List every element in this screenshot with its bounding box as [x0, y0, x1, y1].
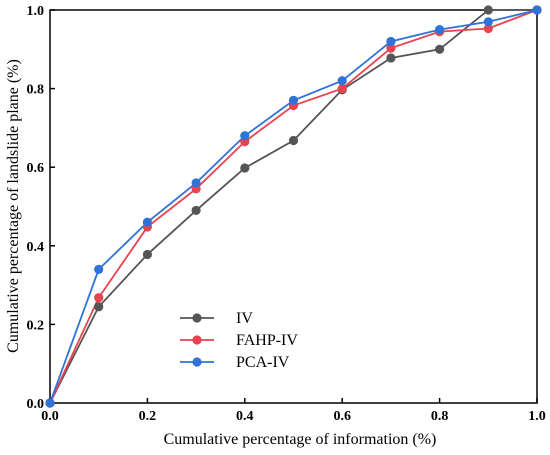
- data-point: [483, 5, 493, 15]
- x-axis-label: Cumulative percentage of information (%): [164, 431, 437, 448]
- x-tick-label: 0.0: [41, 409, 59, 424]
- data-point: [483, 23, 493, 34]
- data-point: [483, 17, 493, 27]
- x-tick-label: 0.8: [431, 409, 449, 424]
- y-tick-label: 0.8: [27, 83, 45, 98]
- y-tick-label: 0.6: [27, 161, 45, 176]
- data-point: [142, 217, 152, 227]
- y-tick-label: 0.4: [27, 240, 45, 255]
- data-point: [94, 293, 104, 303]
- y-tick-label: 1.0: [27, 4, 45, 19]
- data-point: [386, 36, 396, 47]
- x-tick-label: 0.2: [139, 409, 157, 424]
- legend-label: PCA-IV: [236, 354, 290, 371]
- data-point: [435, 44, 445, 54]
- data-point: [191, 178, 201, 188]
- data-point: [94, 302, 104, 312]
- data-point: [240, 163, 250, 173]
- y-tick-label: 0.2: [27, 318, 45, 333]
- data-point: [386, 43, 396, 53]
- series-layer: [45, 5, 542, 408]
- data-point: [240, 131, 250, 141]
- legend-label: IV: [236, 310, 253, 327]
- data-point: [435, 25, 445, 35]
- y-axis-label: Cumulative percentage of landslide plane…: [5, 59, 22, 353]
- data-point: [337, 76, 347, 86]
- legend-label: FAHP-IV: [236, 332, 298, 349]
- data-point: [191, 205, 201, 216]
- legend: IV FAHP-IV PCA-IV: [180, 310, 298, 371]
- data-point: [94, 264, 104, 274]
- ticks: 0.0 0.2 0.4 0.6 0.8 1.0 0.0 0.2 0.4 0.6 0.8 1.0: [27, 4, 546, 424]
- legend-marker: [192, 335, 202, 345]
- plot-frame: [49, 9, 538, 404]
- y-tick-label: 0.0: [27, 397, 45, 412]
- data-point: [386, 53, 396, 63]
- x-tick-label: 0.4: [236, 409, 254, 424]
- legend-marker: [192, 357, 202, 367]
- data-point: [532, 5, 542, 15]
- data-point: [142, 249, 152, 260]
- legend-marker: [192, 313, 202, 323]
- data-point: [45, 398, 55, 408]
- data-point: [288, 95, 299, 105]
- data-point: [337, 84, 347, 94]
- x-tick-label: 0.6: [333, 409, 351, 424]
- data-point: [288, 135, 299, 146]
- x-tick-label: 1.0: [528, 409, 546, 424]
